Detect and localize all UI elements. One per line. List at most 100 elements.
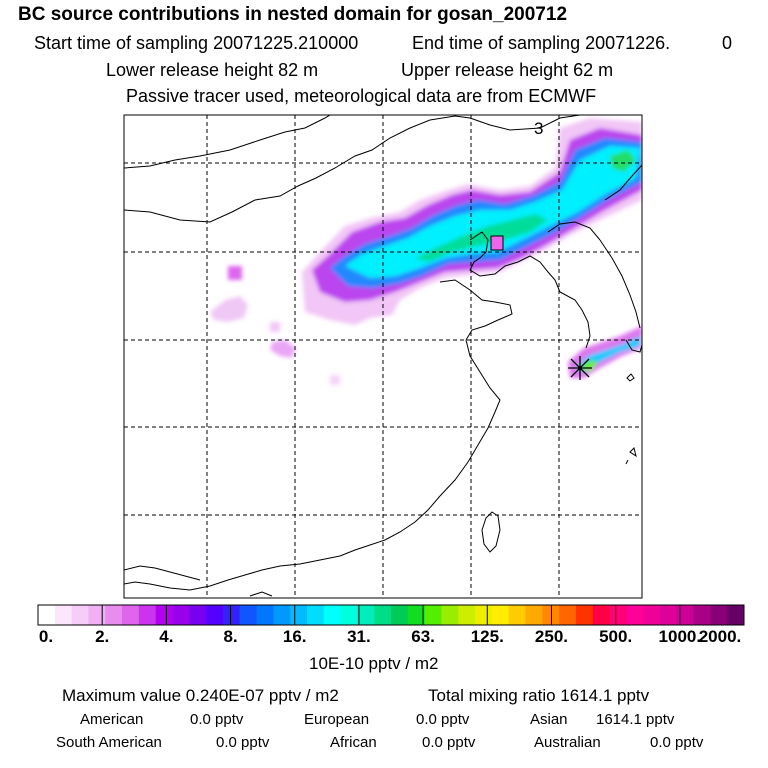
colorbar-label: 4. (159, 627, 174, 646)
colorbar-swatch (290, 605, 308, 625)
colorbar-swatch (88, 605, 106, 625)
american-value: 0.0 pptv (190, 711, 244, 728)
colorbar-swatch (122, 605, 140, 625)
island-2 (629, 447, 637, 458)
colorbar-swatch (340, 605, 358, 625)
colorbar-swatch (54, 605, 73, 625)
plot-title: BC source contributions in nested domain… (18, 4, 568, 25)
colorbar-swatch (323, 605, 342, 625)
colorbar-swatch (559, 605, 577, 625)
colorbar-swatch (239, 605, 258, 625)
border-southwest (124, 565, 201, 581)
colorbar-swatch (172, 605, 190, 625)
colorbar-swatch (273, 605, 291, 625)
island-3 (625, 459, 629, 465)
colorbar-label: 63. (411, 627, 435, 646)
colorbar-swatch (138, 605, 157, 625)
colorbar-swatch (256, 605, 274, 625)
colorbar-swatch (727, 605, 745, 625)
end-time: End time of sampling 20071226. (412, 33, 671, 53)
colorbar-label: 0. (38, 627, 54, 646)
african-label: African (330, 734, 377, 751)
south-american-value: 0.0 pptv (216, 734, 270, 751)
colorbar-swatch (542, 605, 560, 625)
border-mongolia (124, 115, 331, 169)
south-american-label: South American (56, 734, 162, 751)
australian-label: Australian (534, 734, 601, 751)
colorbar-swatch (424, 605, 442, 625)
lower-release-height: Lower release height 82 m (106, 60, 319, 80)
plume-korea-hot (578, 360, 598, 372)
colorbar-swatch (592, 605, 611, 625)
tracer-note: Passive tracer used, meteorological data… (126, 86, 597, 106)
colorbar-label: 1000. (658, 627, 702, 646)
patch-west-2 (270, 340, 296, 358)
colorbar-swatch (710, 605, 728, 625)
colorbar-swatch (222, 605, 241, 625)
colorbar-swatch (71, 605, 89, 625)
colorbar-label: 16. (282, 627, 307, 646)
panel-number: 3 (534, 119, 543, 138)
coast-hainan (249, 591, 273, 597)
colorbar-swatch (525, 605, 543, 625)
australian-value: 0.0 pptv (650, 734, 704, 751)
colorbar-swatch (575, 605, 594, 625)
lat-lon-grid (124, 115, 642, 598)
asian-label: Asian (530, 711, 568, 728)
african-value: 0.0 pptv (422, 734, 476, 751)
coast-russia (604, 164, 642, 201)
plume-green (415, 214, 548, 262)
european-label: European (304, 711, 370, 728)
colorbar-label: 8. (223, 627, 238, 646)
colorbar-swatch (155, 605, 173, 625)
map-frame (123, 114, 643, 599)
patch-west-1 (228, 266, 242, 280)
concentration-field (124, 115, 642, 597)
colorbar-swatch (491, 605, 510, 625)
colorbar-swatch (475, 605, 493, 625)
patch-west-3 (270, 322, 280, 332)
taiwan (481, 511, 501, 553)
coast-korea-west (559, 291, 591, 349)
coast-shandong (439, 279, 513, 341)
colorbar-swatch (676, 605, 695, 625)
coast-east-china (339, 339, 501, 557)
colorbar-label: 2. (95, 627, 110, 646)
border-korea-china (547, 221, 601, 241)
colorbar-label: 2000. (698, 627, 742, 646)
receptor-marker-icon (568, 356, 592, 380)
hotspot-box (490, 235, 504, 251)
coast-south-china (124, 555, 341, 591)
european-value: 0.0 pptv (416, 711, 470, 728)
end-time-suffix: 0 (722, 33, 733, 53)
colorbar-frame (37, 604, 745, 626)
colorbar-swatch (609, 605, 627, 625)
plume-green-ne (610, 150, 636, 172)
plume-west (210, 296, 248, 322)
colorbar-unit: 10E-10 pptv / m2 (309, 654, 439, 673)
colorbar-swatch (458, 605, 476, 625)
japan-kyushu (625, 339, 642, 353)
colorbar-swatch (357, 605, 375, 625)
american-label: American (80, 711, 144, 728)
colorbar-label: 31. (347, 627, 371, 646)
colorbar (37, 604, 745, 626)
coast-bohai (469, 231, 561, 293)
colorbar-swatch (693, 605, 711, 625)
island-1 (626, 373, 635, 382)
asian-value: 1614.1 pptv (596, 711, 675, 728)
colorbar-label: 500. (599, 627, 633, 646)
colorbar-swatch (206, 605, 224, 625)
colorbar-swatch (38, 605, 56, 625)
plume-cyan (345, 146, 640, 278)
colorbar-swatch (189, 605, 207, 625)
coast-korea-east (599, 239, 641, 329)
coastline-china (124, 115, 471, 223)
colorbar-swatch (508, 605, 526, 625)
colorbar-label: 250. (534, 627, 568, 646)
colorbar-swatch (441, 605, 459, 625)
colorbar-swatch (391, 605, 409, 625)
colorbar-swatch (105, 605, 123, 625)
start-time: Start time of sampling 20071225.210000 (34, 33, 359, 53)
